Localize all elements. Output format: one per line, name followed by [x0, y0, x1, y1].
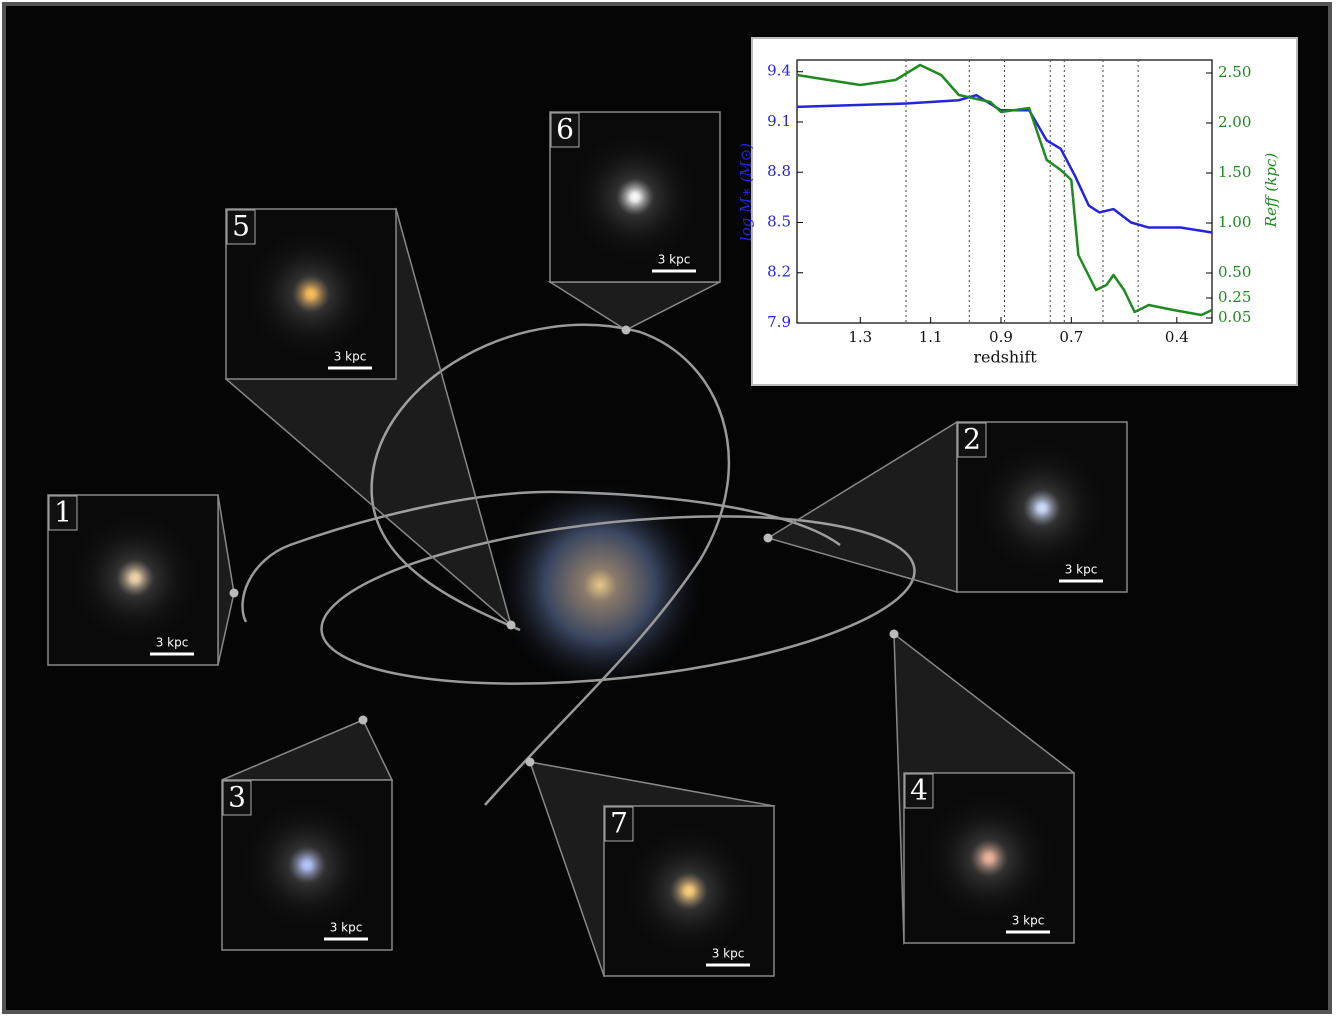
- panel-label: 2: [963, 423, 981, 456]
- y2-tick-label: 1.50: [1218, 163, 1251, 181]
- panel-label: 7: [610, 807, 628, 840]
- panel-label: 1: [54, 496, 72, 529]
- orbit-point: [230, 589, 239, 598]
- x-tick-label: 1.3: [848, 328, 872, 346]
- orbit-point: [890, 630, 899, 639]
- y2-tick-label: 1.00: [1218, 213, 1251, 231]
- scale-label: 3 kpc: [156, 636, 189, 650]
- y2-tick-label: 0.50: [1218, 263, 1251, 281]
- y-axis-label: log M∗ (M⊙): [737, 143, 755, 241]
- y-tick-label: 8.8: [767, 162, 791, 180]
- y-tick-label: 9.4: [767, 62, 791, 80]
- panel-galaxy: [560, 122, 710, 272]
- orbit-point: [764, 534, 773, 543]
- y2-axis-label: Reff (kpc): [1262, 153, 1280, 229]
- x-tick-label: 0.4: [1165, 328, 1189, 346]
- panel-galaxy: [232, 790, 382, 940]
- panel-label: 5: [232, 210, 250, 243]
- panel-label: 3: [228, 781, 246, 814]
- panel-galaxy: [236, 219, 386, 369]
- panel-galaxy: [914, 783, 1064, 933]
- orbit-point: [622, 326, 631, 335]
- page: 1 3 kpc 2 3 kpc 3 3 kpc 4 3 kpc 5 3 kpc 6 3 kpc 7 3 k…: [0, 0, 1336, 1017]
- panel-label: 6: [556, 113, 574, 146]
- x-tick-label: 0.9: [989, 328, 1013, 346]
- panel-label: 4: [910, 774, 928, 807]
- scale-label: 3 kpc: [1012, 914, 1045, 928]
- inset: 1.3 1.1 0.9 0.7 0.4 7.9 8.2 8.5 8.8 9.1 9.4 0.05 0.2…: [737, 38, 1297, 385]
- y-tick-label: 8.5: [767, 212, 791, 230]
- orbit-point: [359, 716, 368, 725]
- figure: 1 3 kpc 2 3 kpc 3 3 kpc 4 3 kpc 5 3 kpc 6 3 kpc 7 3 k…: [0, 0, 1336, 1017]
- y2-tick-label: 0.05: [1218, 308, 1251, 326]
- x-axis-label: redshift: [973, 348, 1037, 367]
- y2-tick-label: 2.00: [1218, 113, 1251, 131]
- x-tick-label: 1.1: [919, 328, 943, 346]
- x-tick-label: 0.7: [1059, 328, 1083, 346]
- scale-label: 3 kpc: [330, 921, 363, 935]
- scale-label: 3 kpc: [334, 350, 367, 364]
- orbit-point: [507, 621, 516, 630]
- galaxy: [490, 475, 710, 695]
- y2-tick-label: 2.50: [1218, 63, 1251, 81]
- scale-label: 3 kpc: [1065, 563, 1098, 577]
- scale-label: 3 kpc: [658, 253, 691, 267]
- scale-label: 3 kpc: [712, 947, 745, 961]
- y2-tick-label: 0.25: [1218, 288, 1251, 306]
- panel-galaxy: [967, 433, 1117, 583]
- orbit-point: [526, 758, 535, 767]
- y-tick-label: 7.9: [767, 313, 791, 331]
- inset-box: [752, 38, 1297, 385]
- panel-galaxy: [614, 816, 764, 966]
- y-tick-label: 9.1: [767, 112, 791, 130]
- panel-galaxy: [60, 503, 210, 653]
- panel: 1 3 kpc: [48, 495, 239, 665]
- y-tick-label: 8.2: [767, 263, 791, 281]
